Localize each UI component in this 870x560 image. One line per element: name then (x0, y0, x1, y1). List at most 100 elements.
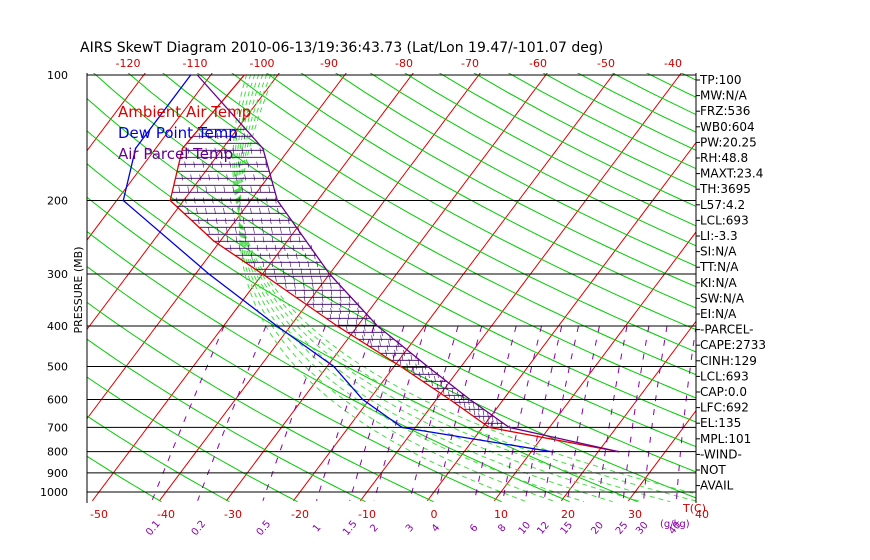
isotherm-line (0, 66, 17, 501)
cape-hatch-tick (287, 218, 290, 225)
cape-hatch-tick (437, 383, 439, 391)
index-label: CAPE:2733 (700, 338, 766, 352)
index-label: MPL:101 (700, 432, 751, 446)
mixing-ratio-tick-label: 0.2 (190, 519, 209, 538)
isotherm-line (829, 66, 870, 501)
cape-hatch-tick (284, 275, 286, 282)
dry-adiabat-line (403, 73, 696, 227)
index-label: CAP:0.0 (700, 385, 747, 399)
cape-hatch-tick (280, 227, 282, 234)
top-temp-tick-label: -90 (320, 57, 338, 70)
dry-adiabat-line (162, 73, 696, 376)
dry-adiabat-line (92, 73, 696, 423)
cape-hatch-tick (431, 380, 433, 387)
mixing-ratio-line (197, 325, 267, 501)
cape-hatch-tick (372, 330, 374, 337)
dry-adiabat-line (127, 73, 696, 399)
index-label: PW:20.25 (700, 135, 757, 149)
moist-adiabat-line (233, 73, 696, 502)
cape-hatch-tick (289, 227, 291, 234)
mixing-ratio-tick-label: 0.5 (255, 519, 274, 538)
series-point (276, 325, 278, 327)
legend-entry: Dew Point Temp (118, 124, 238, 142)
dry-adiabat-line (680, 73, 696, 81)
series-point (617, 450, 620, 453)
dry-adiabat-line (265, 73, 696, 309)
cape-hatch-tick (339, 289, 342, 296)
cape-hatch-tick (348, 307, 350, 315)
cape-hatch-tick (253, 236, 256, 243)
series-point (212, 240, 215, 242)
cape-hatch-tick (303, 295, 306, 302)
cape-hatch-tick (354, 330, 356, 337)
cape-hatch-tick (388, 340, 390, 347)
cape-hatch-tick (338, 313, 341, 320)
cape-hatch-tick (181, 174, 183, 181)
cape-hatch-tick (496, 419, 498, 426)
cape-hatch-tick (348, 295, 351, 302)
cape-hatch-tick (217, 174, 219, 181)
cape-hatch-tick (462, 395, 465, 402)
mixing-ratio-tick-label: 6 (468, 522, 481, 534)
moist-adiabat-line (238, 73, 527, 503)
top-temp-tick-label: -100 (250, 57, 275, 70)
cape-hatch-tick (491, 415, 494, 422)
cape-hatch-tick (208, 227, 210, 234)
series-point (276, 199, 279, 202)
cape-hatch-tick (196, 147, 199, 154)
cape-hatch-tick (232, 147, 235, 154)
mixing-ratio-line (435, 325, 483, 501)
series-point (134, 147, 137, 150)
index-label: TH:3695 (699, 182, 751, 196)
cape-hatch-tick (262, 260, 265, 268)
cape-hatch-tick (280, 236, 283, 243)
cape-hatch-tick (187, 208, 189, 215)
cape-hatch-tick (216, 132, 219, 139)
series-point (243, 74, 246, 76)
index-label: SW:N/A (700, 291, 745, 305)
cape-hatch-tick (509, 425, 511, 432)
dry-adiabat-line (87, 301, 434, 503)
index-label: LCL:693 (700, 369, 749, 383)
cape-hatch-tick (274, 244, 277, 252)
cape-hatch-tick (178, 186, 181, 193)
pressure-tick-label: 600 (47, 393, 68, 406)
cape-hatch-tick (256, 161, 258, 168)
cape-hatch-tick (428, 371, 430, 379)
cape-hatch-tick (330, 289, 333, 296)
mixing-ratio-tick-label: 30 (634, 520, 651, 537)
mixing-ratio-line (473, 325, 517, 501)
dry-adiabat-line (87, 97, 696, 448)
dry-adiabat-line (803, 66, 870, 502)
cape-hatch-tick (187, 147, 190, 154)
y-axis-label: PRESSURE (MB) (72, 247, 85, 334)
cape-hatch-tick (215, 218, 218, 225)
cape-hatch-tick (298, 236, 301, 243)
cape-hatch-tick (446, 383, 448, 391)
cape-hatch-tick (256, 244, 259, 252)
mixing-ratio-line (675, 326, 696, 501)
cape-hatch-tick (482, 415, 485, 422)
index-label: -PARCEL- (700, 323, 754, 337)
cape-hatch-tick (365, 313, 368, 320)
cape-hatch-tick (271, 236, 274, 243)
cape-hatch-tick (421, 367, 424, 374)
bottom-temp-tick-label: 10 (494, 508, 508, 521)
cape-hatch-tick (241, 253, 244, 260)
cape-hatch-tick (247, 161, 249, 168)
cape-hatch-tick (347, 313, 350, 320)
cape-hatch-tick (199, 174, 201, 181)
dry-adiabat-line (231, 73, 696, 331)
cape-hatch-tick (226, 236, 229, 243)
cape-hatch-tick (379, 340, 381, 347)
cape-hatch-tick (277, 253, 280, 260)
cape-hatch-tick (262, 174, 264, 181)
cape-hatch-tick (303, 289, 306, 296)
cape-hatch-tick (205, 208, 207, 215)
cape-hatch-tick (217, 227, 219, 234)
temp-unit-label: T(C) (682, 502, 706, 515)
index-label: EL:135 (700, 416, 741, 430)
cape-hatch-tick (377, 345, 380, 352)
cape-hatch-tick (394, 349, 396, 356)
cape-hatch-tick (500, 425, 502, 432)
